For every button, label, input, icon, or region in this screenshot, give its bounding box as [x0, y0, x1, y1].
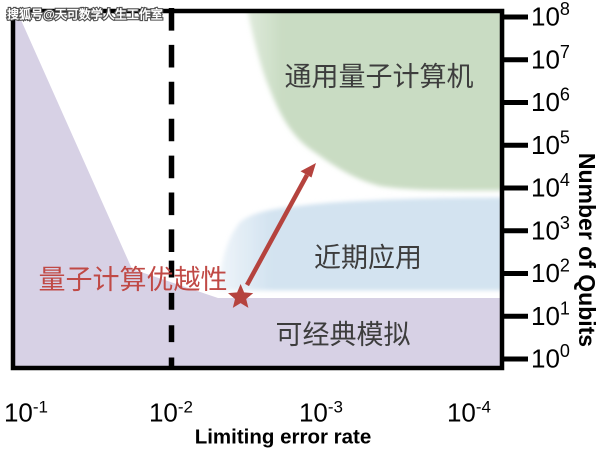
svg-text:10-2: 10-2 — [149, 398, 193, 428]
svg-text:Number of Qubits: Number of Qubits — [574, 153, 600, 347]
svg-text:10-1: 10-1 — [4, 398, 48, 428]
svg-text:10-4: 10-4 — [447, 398, 491, 428]
svg-text:Limiting error rate: Limiting error rate — [195, 426, 372, 449]
svg-text:量子计算优越性: 量子计算优越性 — [39, 265, 228, 295]
svg-text:可经典模拟: 可经典模拟 — [276, 320, 411, 350]
svg-text:10-3: 10-3 — [299, 398, 343, 428]
svg-text:搜狐号@天可数学人生工作室: 搜狐号@天可数学人生工作室 — [7, 7, 163, 22]
svg-text:通用量子计算机: 通用量子计算机 — [285, 62, 474, 92]
svg-text:近期应用: 近期应用 — [314, 243, 422, 273]
